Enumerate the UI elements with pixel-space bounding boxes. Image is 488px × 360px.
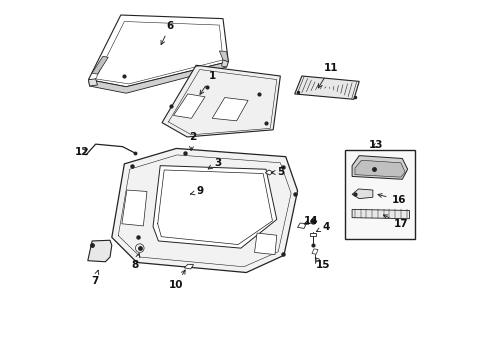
Polygon shape [351,189,372,199]
Polygon shape [88,62,228,93]
Polygon shape [173,94,204,118]
Text: 2: 2 [188,132,196,150]
Polygon shape [153,166,276,248]
Text: 10: 10 [169,270,185,290]
Polygon shape [88,240,112,262]
Polygon shape [265,170,273,175]
Polygon shape [184,264,193,269]
Text: 7: 7 [91,270,99,286]
Polygon shape [122,190,147,226]
Text: 15: 15 [315,257,329,270]
Text: 9: 9 [190,186,203,197]
Polygon shape [92,56,108,74]
Text: 17: 17 [383,215,408,229]
Text: 3: 3 [208,158,221,169]
Polygon shape [309,233,315,235]
Text: 5: 5 [271,167,284,177]
Polygon shape [162,65,280,137]
Polygon shape [112,148,297,273]
Polygon shape [219,51,228,62]
Text: 8: 8 [131,253,140,270]
Polygon shape [254,233,276,255]
Text: 6: 6 [161,21,173,45]
Bar [344,149,414,239]
Polygon shape [221,60,228,67]
Text: 16: 16 [377,194,405,205]
Polygon shape [88,15,228,87]
Text: 1: 1 [200,71,215,94]
Text: 13: 13 [368,140,383,150]
Polygon shape [351,156,407,179]
Polygon shape [297,223,305,228]
Text: 11: 11 [318,63,337,88]
Polygon shape [294,76,359,99]
Text: 12: 12 [75,147,89,157]
Polygon shape [311,249,317,254]
Polygon shape [88,79,97,86]
Polygon shape [212,98,247,121]
Text: 14: 14 [303,216,318,226]
Polygon shape [354,160,405,177]
Polygon shape [351,210,408,219]
Text: 4: 4 [316,222,329,231]
